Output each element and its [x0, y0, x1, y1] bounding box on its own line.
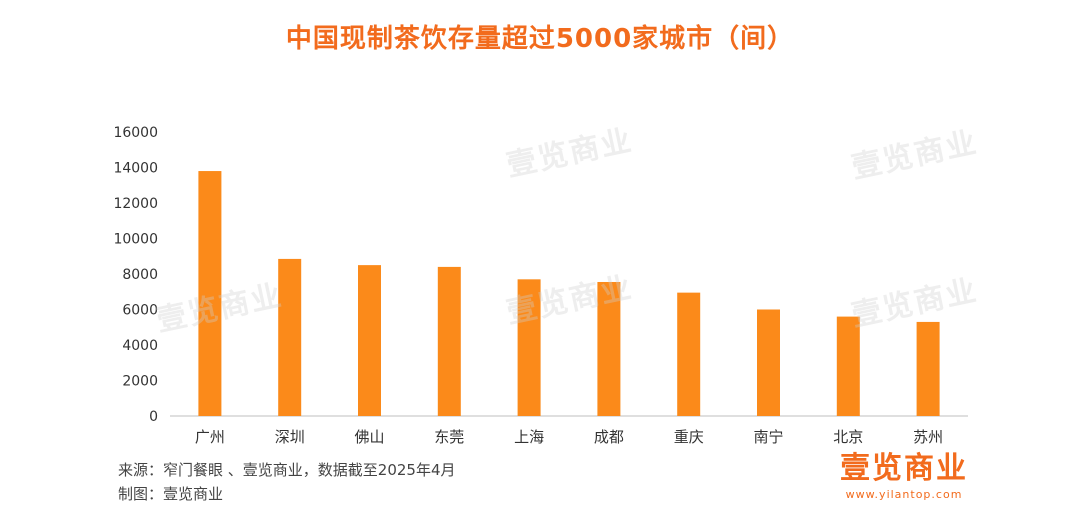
x-tick-label: 上海 — [514, 428, 544, 446]
y-tick-label: 12000 — [113, 196, 158, 212]
y-tick-label: 14000 — [113, 161, 158, 177]
bar-成都 — [597, 281, 621, 416]
x-tick-label: 东莞 — [434, 428, 464, 446]
y-tick-label: 6000 — [122, 303, 158, 319]
brand-url: www.yilantop.com — [845, 488, 963, 501]
x-tick-label: 苏州 — [913, 428, 943, 446]
x-tick-label: 南宁 — [753, 428, 783, 446]
x-axis-labels: 广州 深圳 佛山 东莞 上海 成都 重庆 南宁 北京 苏州 — [195, 428, 943, 446]
y-tick-label: 16000 — [113, 125, 158, 141]
x-tick-label: 佛山 — [354, 428, 384, 446]
y-tick-label: 0 — [149, 409, 158, 425]
y-axis-labels: 0 2000 4000 6000 8000 10000 12000 14000 16000 — [113, 125, 158, 425]
source-line: 来源：窄门餐眼 、壹览商业，数据截至2025年4月 — [118, 461, 456, 479]
x-tick-label: 北京 — [833, 428, 863, 446]
bar-南宁 — [757, 309, 780, 416]
y-tick-label: 10000 — [113, 232, 158, 248]
y-tick-label: 8000 — [122, 267, 158, 283]
brand-name: 壹览商业 — [840, 451, 968, 486]
bar-北京 — [836, 316, 860, 416]
x-tick-label: 深圳 — [275, 428, 305, 446]
bar-苏州 — [916, 321, 940, 416]
bar-佛山 — [358, 265, 381, 416]
bar-重庆 — [677, 292, 701, 416]
bar-深圳 — [278, 258, 302, 416]
bar-广州 — [198, 171, 222, 416]
x-tick-label: 重庆 — [674, 428, 704, 446]
x-tick-label: 成都 — [594, 428, 624, 446]
x-tick-label: 广州 — [195, 428, 225, 446]
bar-东莞 — [437, 266, 461, 416]
source-note: 来源：窄门餐眼 、壹览商业，数据截至2025年4月 制图：壹览商业 — [118, 458, 456, 506]
y-tick-label: 2000 — [122, 374, 158, 390]
bars — [198, 171, 940, 416]
credit-line: 制图：壹览商业 — [118, 485, 224, 503]
chart-title: 中国现制茶饮存量超过5000家城市（间） — [285, 24, 795, 54]
y-tick-label: 4000 — [122, 338, 158, 354]
brand-logo: 壹览商业 www.yilantop.com — [840, 451, 968, 502]
bar-上海 — [517, 279, 541, 416]
